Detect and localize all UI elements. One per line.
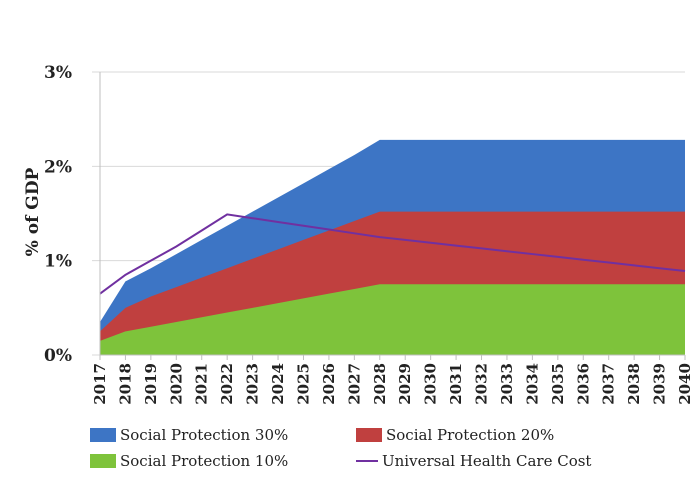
legend-swatch-sp10 xyxy=(90,454,116,468)
line-universal-health-care-cost xyxy=(99,213,686,295)
x-tick-label: 2029 xyxy=(396,363,414,405)
legend-item-uhc: Universal Health Care Cost xyxy=(356,452,591,470)
x-tick-label: 2030 xyxy=(422,363,440,405)
area-layer xyxy=(100,139,685,355)
x-tick-label: 2017 xyxy=(91,363,109,405)
legend-swatch-uhc xyxy=(356,460,378,462)
x-tick-label: 2031 xyxy=(447,363,465,405)
legend-swatch-sp20 xyxy=(356,428,382,442)
x-tick-label: 2036 xyxy=(574,363,592,405)
area-social-protection-10- xyxy=(100,284,685,355)
legend-item-sp10: Social Protection 10% xyxy=(90,452,288,470)
x-tick-label: 2027 xyxy=(345,363,363,405)
x-tick-label: 2018 xyxy=(116,363,134,405)
y-tick-label: 3% xyxy=(44,63,72,83)
x-tick-label: 2028 xyxy=(371,363,389,405)
y-tick-label: 0% xyxy=(44,346,72,366)
x-tick-label: 2024 xyxy=(269,363,287,405)
legend: Social Protection 30% Social Protection … xyxy=(90,424,690,472)
legend-item-sp20: Social Protection 20% xyxy=(356,426,554,444)
x-tick-label: 2034 xyxy=(523,363,541,405)
x-tick-label: 2022 xyxy=(218,363,236,405)
x-tick-label: 2037 xyxy=(600,363,618,405)
y-tick-label: 2% xyxy=(44,157,72,177)
x-tick-label: 2021 xyxy=(193,363,211,405)
x-tick-label: 2038 xyxy=(625,363,643,405)
legend-swatch-sp30 xyxy=(90,428,116,442)
x-tick-label: 2019 xyxy=(142,363,160,405)
legend-label-uhc: Universal Health Care Cost xyxy=(382,452,592,470)
x-tick-label: 2025 xyxy=(294,363,312,405)
legend-item-sp30: Social Protection 30% xyxy=(90,426,288,444)
x-tick-label: 2035 xyxy=(549,363,567,405)
legend-label-sp20: Social Protection 20% xyxy=(386,426,555,444)
x-tick-label: 2020 xyxy=(167,363,185,405)
x-tick-label: 2023 xyxy=(244,363,262,405)
x-tick-label: 2039 xyxy=(651,363,669,405)
axis-layer: 0% 1% 2% 3% 2017 2018 2019 2020 2021 2022 2023 2024… xyxy=(44,63,693,405)
x-tick-label: 2026 xyxy=(320,363,338,405)
x-tick-label: 2032 xyxy=(473,363,491,405)
x-tick-label: 2033 xyxy=(498,363,516,405)
line-layer xyxy=(99,213,686,295)
legend-label-sp10: Social Protection 10% xyxy=(120,452,289,470)
y-tick-label: 1% xyxy=(44,252,72,272)
y-axis-title: % of GDP xyxy=(23,167,43,256)
legend-label-sp30: Social Protection 30% xyxy=(120,426,289,444)
x-tick-label: 2040 xyxy=(676,363,693,405)
